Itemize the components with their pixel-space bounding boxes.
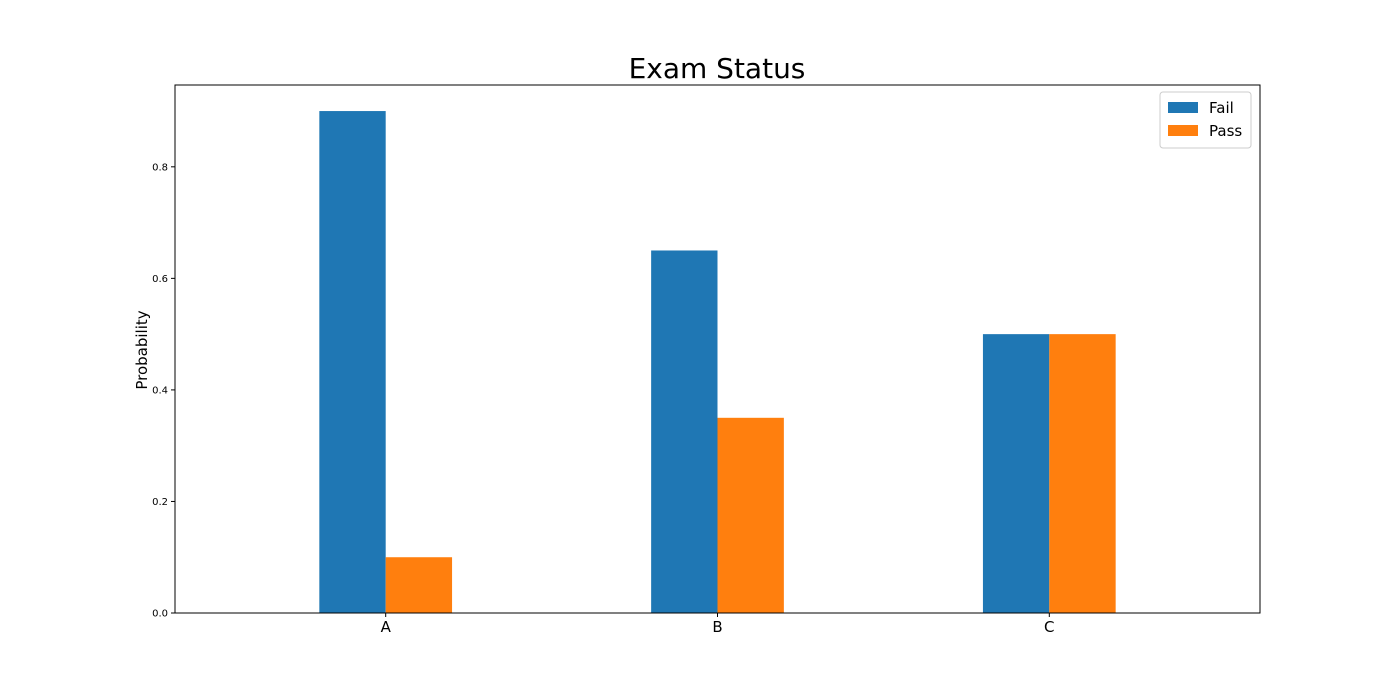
y-axis-label: Probability bbox=[133, 310, 151, 389]
bar-fail-b bbox=[651, 250, 718, 614]
bar-pass-b bbox=[717, 417, 784, 613]
y-tick-label: 0.0 bbox=[152, 609, 168, 620]
bar-fail-c bbox=[982, 334, 1050, 613]
x-tick-label: A bbox=[381, 618, 392, 636]
y-axis-ticks: 0.0 0.2 0.4 0.6 0.8 bbox=[152, 162, 175, 620]
legend: Fail Pass bbox=[1159, 91, 1252, 149]
x-axis-ticks: A B C bbox=[381, 613, 1055, 636]
y-tick-label: 0.4 bbox=[152, 385, 168, 396]
legend-swatch-fail bbox=[1168, 102, 1198, 113]
y-tick-label: 0.6 bbox=[152, 274, 168, 285]
chart-title: Exam Status bbox=[629, 52, 806, 85]
legend-label-fail: Fail bbox=[1209, 99, 1234, 117]
y-tick-label: 0.8 bbox=[152, 162, 168, 173]
x-tick-label: B bbox=[712, 618, 722, 636]
x-tick-label: C bbox=[1044, 618, 1054, 636]
bar-fail-a bbox=[319, 111, 386, 614]
bar-pass-a bbox=[385, 557, 453, 613]
bar-pass-c bbox=[1049, 334, 1116, 613]
y-tick-label: 0.2 bbox=[152, 497, 168, 508]
legend-swatch-pass bbox=[1168, 125, 1198, 136]
plot-frame bbox=[174, 84, 1261, 614]
legend-label-pass: Pass bbox=[1209, 122, 1242, 140]
bars-layer bbox=[319, 111, 1116, 614]
